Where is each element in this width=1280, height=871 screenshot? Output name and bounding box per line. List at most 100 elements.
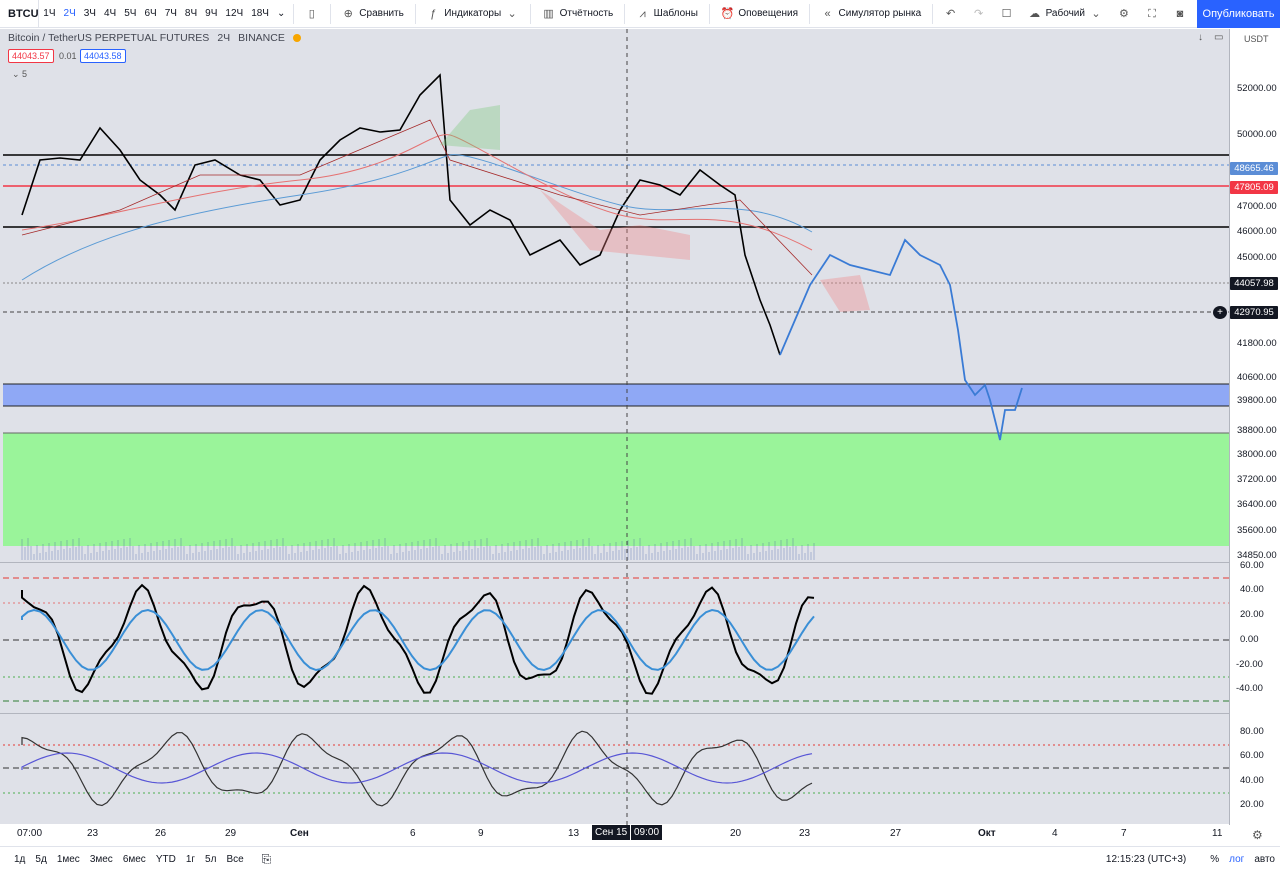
undo-icon: ↶: [945, 7, 956, 20]
alerts-button[interactable]: ⏰ Оповещения: [713, 0, 805, 28]
time-label: 23: [87, 828, 99, 839]
demand-zone-blue: [3, 384, 1229, 406]
time-label: 07:00: [17, 828, 43, 839]
price-label: 38800.00: [1237, 425, 1277, 436]
cloud-icon: ☁: [1029, 7, 1041, 20]
interval-6[interactable]: 7Ч: [164, 7, 177, 19]
arrow-down-icon[interactable]: ↓: [1198, 32, 1203, 43]
interval-list: 1Ч 2Ч 3Ч 4Ч 5Ч 6Ч 7Ч 8Ч 9Ч 12Ч 18Ч ⌄: [39, 0, 289, 28]
time-label: 29: [225, 828, 237, 839]
symbol-search[interactable]: BTCUSDTPERP: [0, 0, 40, 28]
chart-canvas[interactable]: [0, 29, 1280, 825]
osc1-label: 20.00: [1240, 609, 1264, 620]
undo-button[interactable]: ↶: [937, 0, 965, 28]
gear-icon[interactable]: ⚙: [1252, 828, 1263, 842]
demand-zone-green: [3, 433, 1229, 546]
chevron-down-icon[interactable]: ⌄: [276, 7, 286, 19]
interval-10[interactable]: 18Ч: [251, 7, 269, 19]
price-label: 37200.00: [1237, 474, 1277, 485]
time-label: 4: [1052, 828, 1058, 839]
time-label: 6: [410, 828, 416, 839]
currency-label[interactable]: USDT: [1244, 34, 1269, 44]
range-list: 1д 5д 1мес 3мес 6мес YTD 1г 5л Все: [0, 854, 249, 865]
add-alert-icon[interactable]: +: [1213, 306, 1227, 319]
bottom-toolbar: 1д 5д 1мес 3мес 6мес YTD 1г 5л Все ⎘ 12:15:23 (U…: [0, 846, 1280, 871]
interval-8[interactable]: 9Ч: [205, 7, 218, 19]
osc2-label: 60.00: [1240, 750, 1264, 761]
price-label: 39800.00: [1237, 395, 1277, 406]
templates-button[interactable]: ⩘ Шаблоны: [629, 0, 705, 28]
snapshot-button[interactable]: ◙: [1166, 0, 1194, 28]
spread-value: 0.01: [59, 51, 77, 61]
indicators-label: Индикаторы: [444, 8, 502, 19]
collapse-toggle[interactable]: ⌄ 5: [12, 69, 28, 79]
goto-date-icon[interactable]: ⎘: [261, 851, 272, 866]
fullscreen-toggle[interactable]: ☐: [993, 0, 1021, 28]
range-0[interactable]: 1д: [14, 853, 26, 865]
maximize-pane-icon[interactable]: ▭: [1214, 32, 1224, 43]
ask-price[interactable]: 44043.58: [80, 49, 126, 63]
interval-0[interactable]: 1Ч: [43, 7, 56, 19]
legend-exchange: BINANCE: [238, 32, 285, 44]
osc2-pane-bg: [0, 714, 1229, 824]
reports-label: Отчётность: [559, 8, 614, 19]
price-label: 34850.00: [1237, 550, 1277, 561]
price-label: 44057.98: [1230, 277, 1278, 290]
interval-7[interactable]: 8Ч: [184, 7, 198, 19]
time-label: 27: [890, 828, 902, 839]
publish-button[interactable]: Опубликовать: [1197, 0, 1280, 28]
alerts-label: Оповещения: [738, 8, 799, 19]
expand-button[interactable]: ⛶: [1138, 0, 1166, 28]
interval-9[interactable]: 12Ч: [225, 7, 244, 19]
price-label: 47000.00: [1237, 201, 1277, 212]
interval-3[interactable]: 4Ч: [103, 7, 117, 19]
interval-4[interactable]: 5Ч: [124, 7, 137, 19]
chart-type-button[interactable]: ▯: [298, 0, 326, 28]
clock[interactable]: 12:15:23 (UTC+3): [1105, 853, 1187, 865]
interval-1[interactable]: 2Ч: [63, 7, 76, 19]
percent-toggle[interactable]: %: [1210, 853, 1220, 865]
time-label: 9: [478, 828, 484, 839]
chevron-down-icon: ⌄: [507, 7, 517, 20]
replay-button[interactable]: « Симулятор рынка: [814, 0, 929, 28]
time-label: 09:00: [631, 825, 663, 840]
range-1[interactable]: 5д: [35, 853, 47, 865]
interval-2[interactable]: 3Ч: [83, 7, 96, 19]
candles-icon: ▯: [308, 7, 315, 20]
range-2[interactable]: 1мес: [56, 853, 80, 865]
fx-icon: ƒ: [430, 7, 437, 20]
price-series-group: [21, 73, 1023, 807]
range-5[interactable]: YTD: [155, 853, 176, 865]
log-toggle[interactable]: лог: [1229, 853, 1245, 865]
reports-button[interactable]: ▥ Отчётность: [535, 0, 621, 28]
bid-price[interactable]: 44043.57: [8, 49, 54, 63]
range-7[interactable]: 5л: [205, 853, 217, 865]
osc2-label: 20.00: [1240, 799, 1264, 810]
interval-5[interactable]: 6Ч: [144, 7, 157, 19]
templates-label: Шаблоны: [653, 8, 698, 19]
range-6[interactable]: 1г: [185, 853, 196, 865]
indicators-button[interactable]: ƒ Индикаторы ⌄: [419, 0, 526, 28]
auto-toggle[interactable]: авто: [1254, 853, 1275, 865]
layout-button[interactable]: ☁ Рабочий ⌄: [1021, 0, 1110, 28]
time-label: 26: [155, 828, 167, 839]
compare-button[interactable]: ⊕ Сравнить: [334, 0, 411, 28]
time-label: Окт: [978, 828, 996, 839]
chart-legend: Bitcoin / TetherUS PERPETUAL FUTURES 2Ч …: [8, 32, 301, 44]
price-label: 47805.09: [1230, 181, 1278, 194]
settings-button[interactable]: ⚙: [1110, 0, 1138, 28]
expand-icon: ⛶: [1148, 7, 1156, 20]
range-8[interactable]: Все: [226, 853, 244, 865]
time-label: 7: [1121, 828, 1127, 839]
templates-icon: ⩘: [639, 7, 646, 20]
osc1-label: 0.00: [1240, 634, 1259, 645]
time-label: 13: [568, 828, 580, 839]
osc1-label: 40.00: [1240, 584, 1264, 595]
price-label: 35600.00: [1237, 525, 1277, 536]
osc1-pane-bg: [0, 563, 1229, 713]
range-4[interactable]: 6мес: [122, 853, 146, 865]
range-3[interactable]: 3мес: [89, 853, 113, 865]
redo-button[interactable]: ↷: [965, 0, 993, 28]
osc1-label: -40.00: [1236, 683, 1263, 694]
collapse-count: 5: [22, 69, 28, 79]
